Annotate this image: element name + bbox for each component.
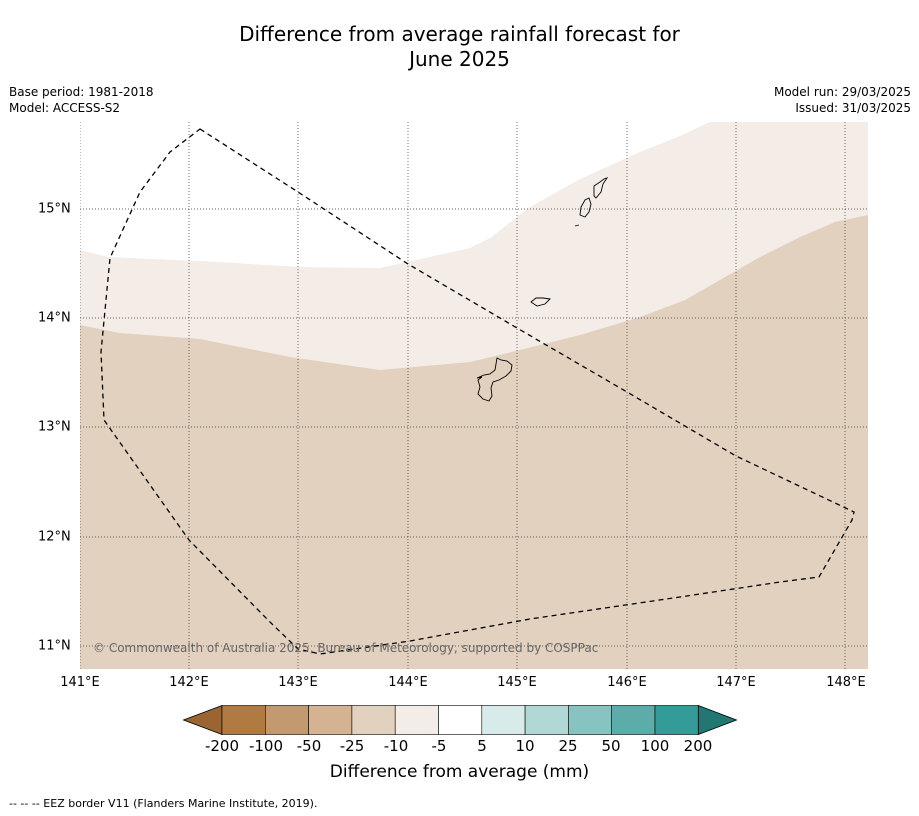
- lat-label: 13°N: [38, 419, 71, 435]
- colorbar-label: -100: [248, 737, 284, 755]
- lon-label: 145°E: [497, 675, 537, 690]
- colorbar-label: -10: [383, 737, 409, 755]
- copyright-text: © Commonwealth of Australia 2025, Bureau…: [93, 641, 599, 655]
- gridlines: [80, 122, 868, 669]
- footnote: -- -- -- EEZ border V11 (Flanders Marine…: [9, 797, 318, 810]
- colorbar-label: 200: [683, 737, 713, 755]
- island-aguijan: [574, 224, 580, 227]
- island-rota: [530, 297, 551, 307]
- map-area: [80, 122, 868, 669]
- lon-label: 148°E: [826, 675, 866, 690]
- colorbar-title: Difference from average (mm): [329, 762, 590, 782]
- colorbar-label: 100: [640, 737, 670, 755]
- island-saipan: [593, 177, 609, 199]
- colorbar-label: 25: [558, 737, 578, 755]
- map-title: Difference from average rainfall forecas…: [0, 22, 919, 72]
- lon-label: 142°E: [169, 675, 209, 690]
- colorbar-label: 10: [515, 737, 535, 755]
- lon-label: 143°E: [278, 675, 318, 690]
- meta-left: Base period: 1981-2018 Model: ACCESS-S2: [9, 84, 154, 116]
- issued-date: Issued: 31/03/2025: [795, 101, 911, 115]
- colorbar-segment: [394, 705, 439, 735]
- colorbar-label: -5: [431, 737, 447, 755]
- lat-label: 15°N: [38, 201, 71, 217]
- model-run: Model run: 29/03/2025: [773, 85, 911, 99]
- colorbar-segment: [351, 705, 396, 735]
- colorbar-segment: [221, 705, 266, 735]
- colorbar-segment: [265, 705, 309, 735]
- colorbar-segment: [654, 705, 699, 735]
- colorbar-segment: [568, 705, 612, 735]
- lat-label: 14°N: [38, 310, 71, 326]
- title-line-1: Difference from average rainfall forecas…: [239, 22, 680, 46]
- colorbar-segment: [481, 705, 526, 735]
- band-tan: [80, 215, 868, 669]
- colorbar-segment: [524, 705, 569, 735]
- colorbar-segment: [438, 705, 483, 735]
- colorbar-label: 5: [477, 737, 487, 755]
- lon-label: 146°E: [607, 675, 647, 690]
- colorbar-segment: [308, 705, 353, 735]
- colorbar-extend-low: [182, 704, 223, 736]
- map-svg: [80, 122, 868, 669]
- colorbar-label: -50: [296, 737, 322, 755]
- lon-label: 144°E: [388, 675, 428, 690]
- island-guam: [476, 357, 513, 402]
- title-line-2: June 2025: [409, 47, 510, 71]
- colorbar-segment: [611, 705, 656, 735]
- island-tinian: [579, 197, 592, 218]
- model-name: Model: ACCESS-S2: [9, 101, 121, 115]
- colorbar-label: 50: [601, 737, 621, 755]
- base-period: Base period: 1981-2018: [9, 85, 154, 99]
- lat-label: 11°N: [38, 638, 71, 654]
- colorbar-label: -25: [339, 737, 365, 755]
- colorbar: [182, 704, 738, 736]
- islands: [476, 177, 609, 402]
- colorbar-label: -200: [204, 737, 240, 755]
- colorbar-svg: [182, 704, 738, 736]
- lat-label: 12°N: [38, 529, 71, 545]
- lon-label: 141°E: [60, 675, 100, 690]
- eez-border: [100, 128, 855, 655]
- lon-label: 147°E: [716, 675, 756, 690]
- colorbar-extend-high: [697, 704, 738, 736]
- meta-right: Model run: 29/03/2025 Issued: 31/03/2025: [774, 84, 911, 116]
